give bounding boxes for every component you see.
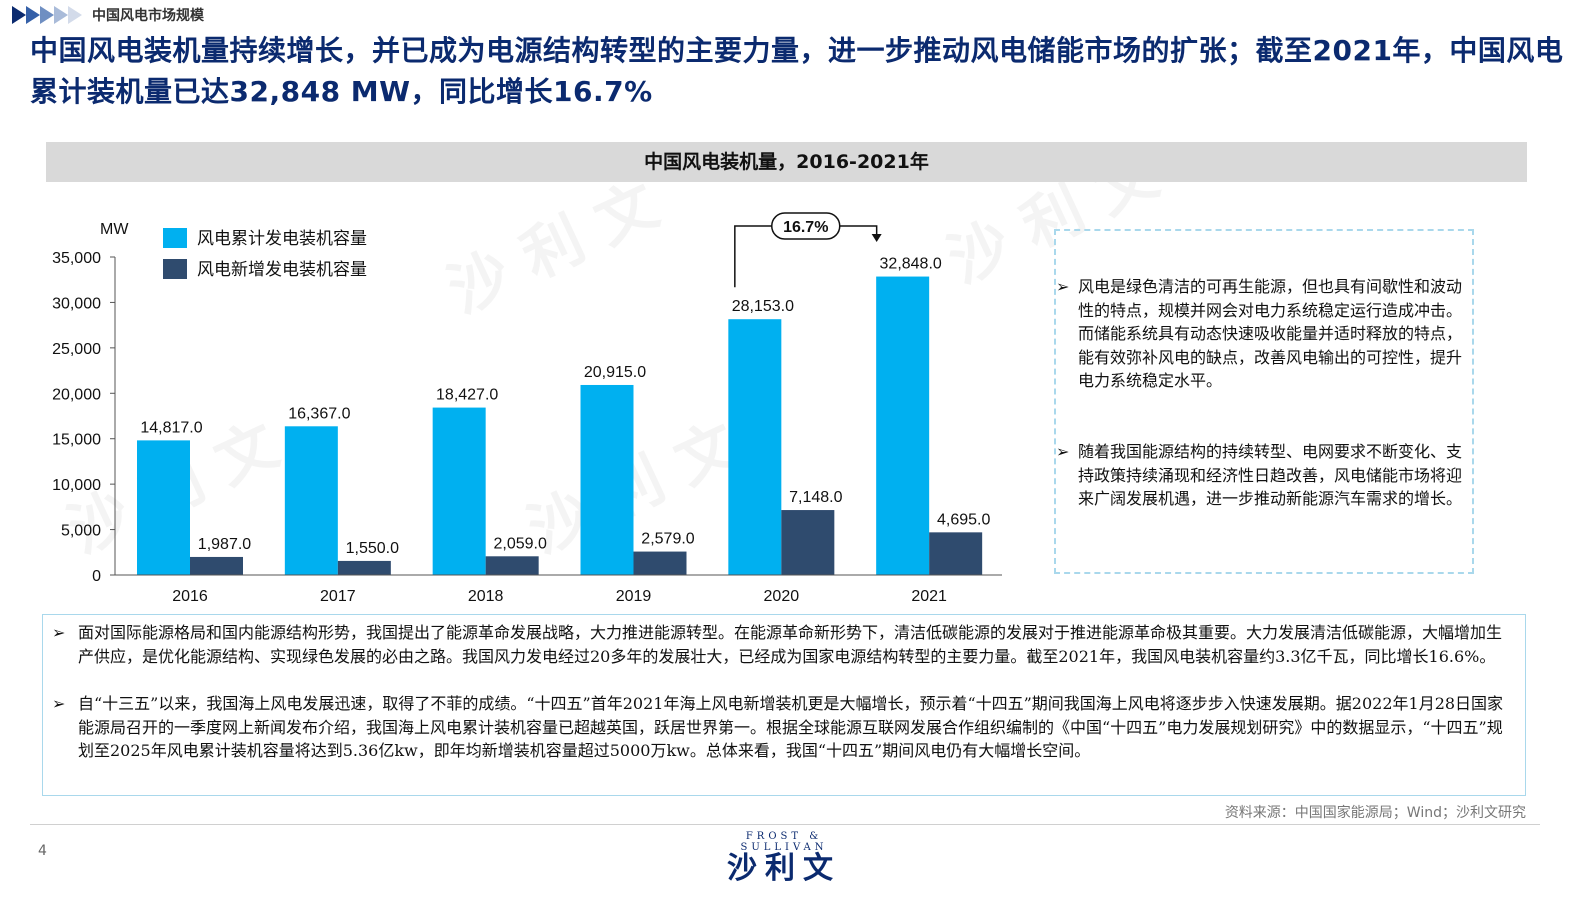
- summary-text: 面对国际能源格局和国内能源结构形势，我国提出了能源革命发展战略，大力推进能源转型…: [78, 623, 1503, 666]
- bullet-arrow-icon: ➢: [1056, 442, 1070, 461]
- chevron-icon: [68, 6, 82, 24]
- x-tick-label: 2018: [468, 588, 504, 605]
- insight-item: ➢ 随着我国能源结构的持续转型、电网要求不断变化、支持政策持续涌现和经济性日趋改…: [1056, 440, 1474, 511]
- y-tick-label: 5,000: [61, 523, 101, 540]
- data-label: 4,695.0: [937, 511, 990, 528]
- bar: [137, 440, 190, 575]
- bar: [929, 532, 983, 575]
- data-label: 32,848.0: [880, 256, 942, 273]
- legend-swatch: [163, 259, 187, 279]
- y-axis-unit: MW: [100, 221, 129, 238]
- y-tick-label: 35,000: [52, 250, 101, 267]
- data-label: 1,550.0: [346, 540, 399, 557]
- data-label: 2,059.0: [493, 535, 546, 552]
- bar: [876, 276, 930, 575]
- x-tick-label: 2017: [320, 588, 356, 605]
- bullet-arrow-icon: ➢: [1056, 277, 1070, 296]
- data-label: 18,427.0: [436, 387, 498, 404]
- section-label: 中国风电市场规模: [92, 8, 204, 24]
- y-tick-label: 10,000: [52, 477, 101, 494]
- x-tick-label: 2019: [616, 588, 652, 605]
- growth-arrow-icon: [871, 234, 882, 242]
- data-label: 16,367.0: [288, 405, 350, 422]
- bar: [580, 384, 634, 575]
- bar: [728, 319, 782, 575]
- y-tick-label: 30,000: [52, 295, 101, 312]
- chevron-icon: [54, 6, 68, 24]
- insight-text: 风电是绿色清洁的可再生能源，但也具有间歇性和波动性的特点，规模并网会对电力系统稳…: [1078, 277, 1463, 390]
- page-title: 中国风电装机量持续增长，并已成为电源结构转型的主要力量，进一步推动风电储能市场的…: [30, 34, 1564, 108]
- bar: [190, 556, 243, 575]
- bar: [284, 426, 338, 575]
- y-tick-label: 25,000: [52, 341, 101, 358]
- insight-box: [1054, 229, 1474, 574]
- chevron-icon: [40, 6, 54, 24]
- growth-label: 16.7%: [783, 219, 828, 236]
- legend-swatch: [163, 228, 187, 248]
- y-tick-label: 15,000: [52, 432, 101, 449]
- insight-item: ➢ 风电是绿色清洁的可再生能源，但也具有间歇性和波动性的特点，规模并网会对电力系…: [1056, 275, 1474, 393]
- logo-text-en: FROST & SULLIVAN: [740, 831, 828, 853]
- growth-badge: [771, 212, 841, 240]
- summary-item: ➢ 面对国际能源格局和国内能源结构形势，我国提出了能源革命发展战略，大力推进能源…: [52, 621, 1512, 668]
- x-tick-label: 2016: [172, 588, 208, 605]
- data-label: 14,817.0: [140, 419, 202, 436]
- bullet-arrow-icon: ➢: [52, 623, 66, 642]
- summary-box: [42, 614, 1526, 796]
- bar: [781, 510, 835, 575]
- x-tick-label: 2020: [764, 588, 800, 605]
- summary-text: 自“十三五”以来，我国海上风电发展迅速，取得了不菲的成绩。“十四五”首年2021…: [78, 694, 1504, 760]
- bar: [432, 407, 486, 575]
- y-tick-label: 20,000: [52, 386, 101, 403]
- chart-title: 中国风电装机量，2016-2021年: [46, 142, 1527, 182]
- legend-label: 风电累计发电装机容量: [197, 229, 367, 249]
- bar-chart: 0 5,000 10,000 15,000 20,000 25,000 30,000 35,0…: [52, 212, 1002, 605]
- chevron-icon: [26, 6, 40, 24]
- x-tick-label: 2021: [911, 588, 947, 605]
- footer-divider: [30, 824, 1540, 825]
- data-label: 1,987.0: [198, 536, 251, 553]
- bar: [633, 551, 687, 575]
- insight-text: 随着我国能源结构的持续转型、电网要求不断变化、支持政策持续涌现和经济性日趋改善，…: [1078, 442, 1463, 508]
- data-label: 20,915.0: [584, 364, 646, 381]
- bullet-arrow-icon: ➢: [52, 694, 66, 713]
- data-label: 2,579.0: [641, 531, 694, 548]
- data-label: 28,153.0: [732, 298, 794, 315]
- y-tick-label: 0: [92, 568, 101, 585]
- top-bar: 中国风电市场规模: [0, 0, 1596, 30]
- page-number: 4: [38, 843, 47, 859]
- chevron-icon: [12, 6, 26, 24]
- data-label: 7,148.0: [789, 489, 842, 506]
- bar: [485, 556, 539, 575]
- summary-item: ➢ 自“十三五”以来，我国海上风电发展迅速，取得了不菲的成绩。“十四五”首年20…: [52, 692, 1512, 763]
- bar: [337, 560, 391, 575]
- source-note: 资料来源：中国国家能源局；Wind；沙利文研究: [1224, 805, 1526, 821]
- logo: 沙利文: [727, 851, 841, 886]
- legend-label: 风电新增发电装机容量: [197, 260, 367, 280]
